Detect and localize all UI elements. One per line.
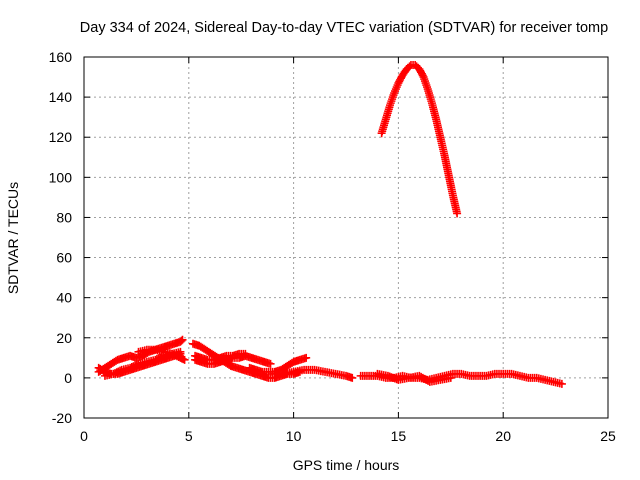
y-axis-label: SDTVAR / TECUs [5, 182, 21, 294]
data-point [302, 353, 311, 362]
y-tick-label: 80 [56, 209, 72, 225]
y-tick-label: 40 [56, 290, 72, 306]
y-tick-label: 120 [49, 129, 73, 145]
data-point [116, 366, 125, 375]
y-tick-label: -20 [52, 410, 72, 426]
grid-lines [84, 57, 608, 418]
y-tick-label: 140 [49, 89, 73, 105]
x-tick-label: 20 [495, 428, 511, 444]
data-point [178, 335, 187, 344]
data-point [241, 349, 250, 358]
x-tick-label: 10 [286, 428, 302, 444]
axis-ticks: 0 5 10 15 20 25 -20 0 20 40 60 80 100 120 140 160 [49, 49, 616, 444]
data-point [557, 379, 566, 388]
y-tick-label: 100 [49, 169, 73, 185]
x-axis-label: GPS time / hours [293, 457, 400, 473]
data-point [418, 71, 427, 80]
data-point [180, 355, 189, 364]
data-point [405, 62, 414, 71]
y-tick-label: 60 [56, 250, 72, 266]
data-point [177, 336, 186, 345]
x-tick-label: 5 [185, 428, 193, 444]
data-point [266, 359, 275, 368]
x-tick-label: 25 [600, 428, 616, 444]
chart-title: Day 334 of 2024, Sidereal Day-to-day VTE… [80, 20, 608, 36]
data-point [348, 373, 357, 382]
data-point [446, 373, 455, 382]
y-tick-label: 0 [64, 370, 72, 386]
x-tick-label: 0 [80, 428, 88, 444]
y-tick-label: 160 [49, 49, 73, 65]
x-tick-label: 15 [391, 428, 407, 444]
data-points [94, 61, 566, 388]
plot-frame [83, 56, 609, 419]
data-point [453, 209, 462, 218]
y-tick-label: 20 [56, 330, 72, 346]
data-point [132, 360, 141, 369]
